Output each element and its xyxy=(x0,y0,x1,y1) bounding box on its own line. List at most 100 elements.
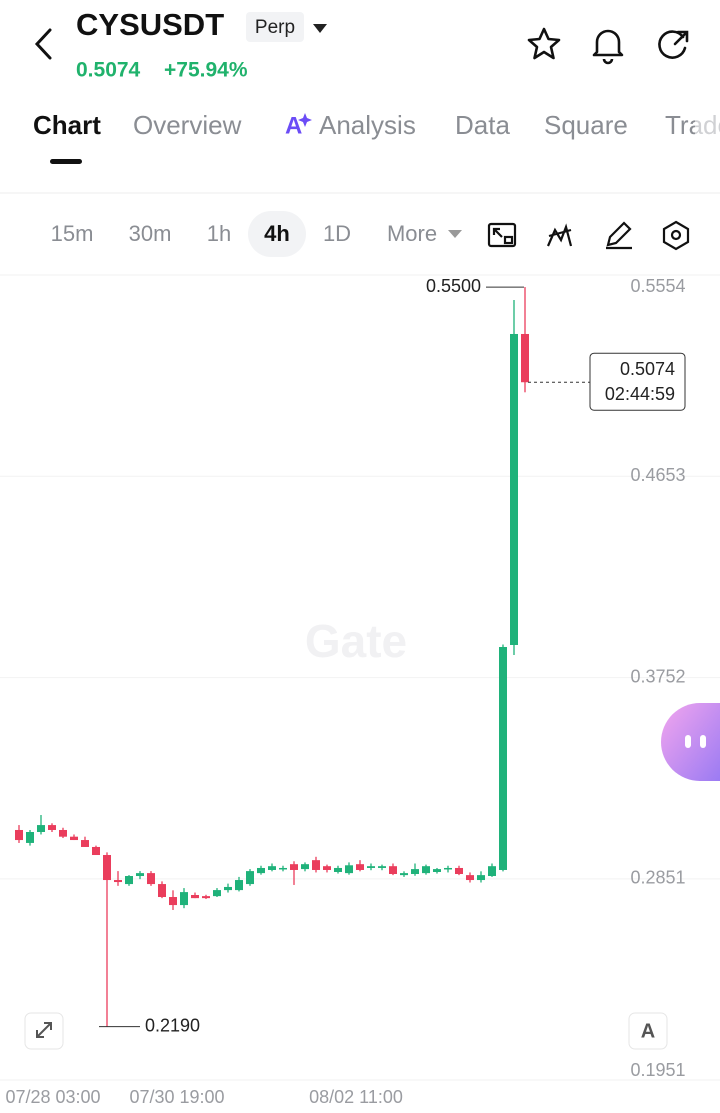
candle-body xyxy=(389,866,397,875)
y-tick-label: 0.4653 xyxy=(630,465,685,485)
candle-body xyxy=(400,873,408,876)
x-tick-label: 07/28 03:00 xyxy=(5,1087,100,1107)
expand-icon xyxy=(36,1022,52,1038)
last-price-label: 0.5074 xyxy=(620,359,675,379)
x-tick-label: 07/30 19:00 xyxy=(129,1087,224,1107)
alert-icon[interactable] xyxy=(592,29,624,65)
interval[interactable]: 30m xyxy=(129,221,172,246)
candle-body xyxy=(488,866,496,877)
candle-body xyxy=(444,867,452,870)
candle-body xyxy=(345,865,353,874)
tab[interactable]: Overview xyxy=(133,110,242,140)
interval[interactable]: 4h xyxy=(264,221,290,246)
low-label: 0.2190 xyxy=(145,1015,200,1035)
candle-body xyxy=(224,886,232,891)
watermark: Gate xyxy=(305,615,407,667)
interval-bar: 15m 30m 1h 4h 1D More xyxy=(51,221,437,246)
badge[interactable]: Perp xyxy=(255,17,295,38)
candle-body xyxy=(235,880,243,891)
candle-body xyxy=(356,864,364,870)
ai-icon: A xyxy=(285,112,302,139)
candle-body xyxy=(81,840,89,847)
candle-body xyxy=(290,864,298,870)
candle-body xyxy=(323,866,331,870)
candle-body xyxy=(114,880,122,883)
y-tick-label: 0.2851 xyxy=(630,868,685,888)
candle-body xyxy=(125,876,133,885)
candle-body xyxy=(433,869,441,872)
interval-selected-bg xyxy=(248,211,306,257)
candle-body xyxy=(103,855,111,881)
candle-body xyxy=(510,333,518,645)
candle-body xyxy=(48,825,56,830)
back-button[interactable] xyxy=(34,28,52,60)
candle-body xyxy=(246,871,254,885)
grid: 0.5554 0.4653 0.3752 0.2851 0.1951 07/28 03:0… xyxy=(0,274,720,1107)
candle-body xyxy=(455,867,463,875)
ai-spark xyxy=(298,113,312,127)
y-tick-label: 0.5554 xyxy=(630,276,685,296)
candle-body xyxy=(279,867,287,870)
auto-scale-button[interactable] xyxy=(628,1012,668,1050)
change: +75.94% xyxy=(164,59,248,82)
last-price-box xyxy=(589,352,686,411)
candle-body xyxy=(367,866,375,868)
candle-body xyxy=(499,647,507,870)
candle-body xyxy=(257,867,265,874)
candle-body xyxy=(378,866,386,868)
candle-body xyxy=(180,892,188,906)
tab-indicator xyxy=(50,159,82,164)
interval[interactable]: 15m xyxy=(51,221,94,246)
auto-scale-label[interactable]: A xyxy=(641,1020,655,1042)
candle-body xyxy=(37,825,45,832)
bubble-eye xyxy=(700,735,706,748)
bubble-eye xyxy=(685,735,691,748)
share-icon[interactable] xyxy=(658,30,687,59)
candle-body xyxy=(422,866,430,874)
y-tick-label: 0.3752 xyxy=(630,666,685,686)
candle-body xyxy=(334,867,342,872)
tab-bar: ChartOverviewAnalysisDataSquareTradeA xyxy=(33,100,720,155)
favorite-icon[interactable] xyxy=(527,27,561,60)
toolbar-icons[interactable] xyxy=(487,220,690,251)
candle-body xyxy=(92,846,100,856)
interval[interactable]: More xyxy=(387,221,437,246)
tab[interactable]: Analysis xyxy=(319,110,416,140)
price: 0.5074 xyxy=(76,59,141,82)
dropdown[interactable] xyxy=(313,24,327,33)
candle-body xyxy=(312,860,320,870)
candle-body xyxy=(521,333,529,383)
badge-bg[interactable] xyxy=(246,12,304,42)
candle-body xyxy=(70,836,78,841)
more-dropdown[interactable] xyxy=(448,230,462,238)
candle-body xyxy=(136,873,144,877)
candle-body xyxy=(147,873,155,885)
interval[interactable]: 1h xyxy=(207,221,231,246)
share-arrow xyxy=(673,30,689,46)
candle-body xyxy=(213,890,221,897)
x-tick-label: 08/02 11:00 xyxy=(309,1087,403,1107)
candle-body xyxy=(169,897,177,906)
countdown: 02:44:59 xyxy=(605,384,675,404)
candle-body xyxy=(59,829,67,837)
tab[interactable]: Data xyxy=(455,110,510,140)
candle-body xyxy=(268,866,276,870)
candle-body xyxy=(202,896,210,899)
high-label: 0.5500 xyxy=(426,276,481,296)
tab[interactable]: Square xyxy=(544,110,628,140)
candle-body xyxy=(26,831,34,843)
interval[interactable]: 1D xyxy=(323,221,351,246)
candle-body xyxy=(191,895,199,899)
tab-fade xyxy=(695,100,720,155)
tab[interactable]: Chart xyxy=(33,110,101,140)
candle-body xyxy=(477,875,485,881)
symbol: CYSUSDT xyxy=(76,7,224,42)
candle-body xyxy=(411,869,419,875)
candle-body xyxy=(466,875,474,881)
y-tick-label: 0.1951 xyxy=(630,1060,685,1080)
candle-body xyxy=(158,884,166,898)
plot: 0.5500 0.2190 0.5074 02:44:59 xyxy=(15,276,686,1035)
candle-body xyxy=(301,864,309,870)
